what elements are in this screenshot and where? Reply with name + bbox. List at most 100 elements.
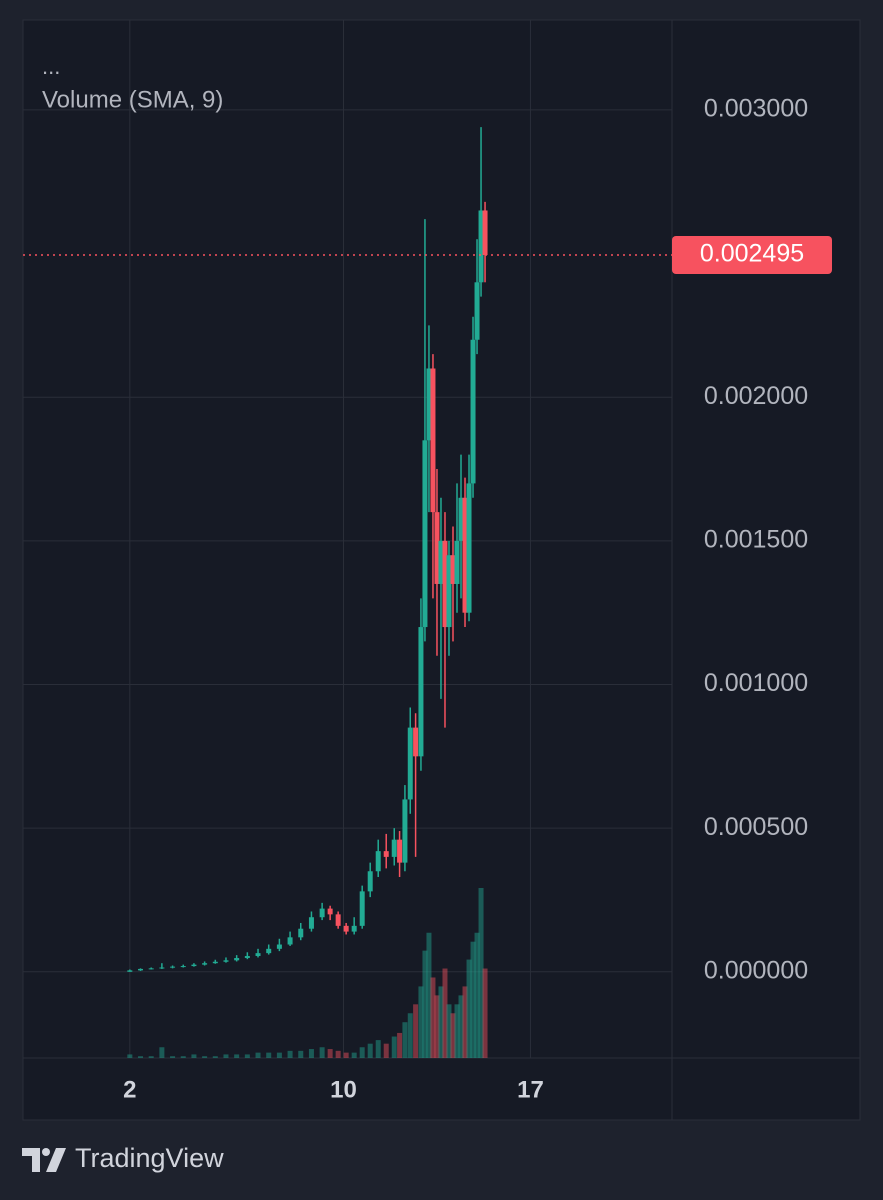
candle-body — [244, 956, 250, 959]
volume-bar — [319, 1047, 325, 1058]
candle-body — [127, 970, 133, 972]
candle-body — [266, 948, 272, 954]
candle-body — [255, 953, 261, 957]
volume-bar — [466, 959, 472, 1058]
candle-body — [402, 799, 408, 863]
candle-body — [474, 282, 480, 340]
last-price-tag — [672, 236, 832, 275]
x-tick-label: 2 — [123, 1076, 136, 1103]
volume-bar — [327, 1049, 333, 1058]
tradingview-logo — [22, 1148, 66, 1172]
candle-body — [327, 908, 333, 915]
x-tick-label: 17 — [517, 1076, 544, 1103]
candle-body — [276, 944, 282, 949]
y-tick-label: 0.001500 — [704, 525, 808, 553]
candle-body — [418, 627, 424, 757]
volume-bar — [391, 1036, 397, 1058]
candle-body — [466, 483, 472, 613]
candle-body — [434, 512, 440, 584]
volume-bar — [159, 1047, 165, 1058]
last-price-label: 0.002495 — [700, 240, 804, 268]
candle-body — [407, 727, 413, 800]
candle-body — [191, 964, 197, 967]
candle-body — [458, 497, 464, 541]
brand-name: TradingView — [75, 1143, 224, 1173]
candle-body — [426, 368, 432, 441]
volume-bar — [418, 986, 424, 1058]
volume-bar — [359, 1047, 365, 1058]
volume-bar — [351, 1052, 357, 1058]
candle-body — [367, 871, 373, 892]
volume-bar — [426, 932, 432, 1058]
volume-bar — [422, 950, 428, 1058]
candle-body — [454, 540, 460, 584]
volume-bar — [343, 1052, 349, 1058]
candle-body — [180, 966, 186, 968]
volume-bars — [127, 888, 488, 1058]
volume-bar — [454, 1004, 460, 1058]
x-tick-label: 10 — [330, 1076, 357, 1103]
volume-bar — [407, 1013, 413, 1058]
y-tick-label: 0.002000 — [704, 382, 808, 410]
candle-body — [478, 210, 484, 283]
candle-body — [470, 339, 476, 484]
logo-mark — [46, 1148, 66, 1172]
volume-bar — [191, 1054, 197, 1058]
candle-body — [391, 839, 397, 857]
candle-body — [422, 440, 428, 628]
candle-body — [413, 727, 419, 757]
candle-body — [359, 891, 365, 926]
candle-body — [170, 966, 176, 968]
axes: 0.000000 0.000500 0.001000 0.001500 0.002000… — [23, 95, 832, 1103]
candle-body — [234, 958, 240, 961]
candle-body — [462, 497, 468, 613]
volume-bar — [450, 1013, 456, 1058]
volume-bar — [470, 941, 476, 1058]
candle-body — [397, 839, 403, 863]
volume-bar — [383, 1043, 389, 1058]
volume-bar — [308, 1049, 314, 1058]
y-tick-label: 0.001000 — [704, 669, 808, 697]
candle-body — [308, 917, 314, 929]
volume-bar — [438, 986, 444, 1058]
volume-bar — [234, 1054, 240, 1058]
candle-body — [450, 555, 456, 584]
candle-body — [446, 555, 452, 628]
candle-body — [438, 540, 444, 584]
volume-bar — [446, 1004, 452, 1058]
candle-body — [212, 961, 218, 964]
volume-bar — [375, 1040, 381, 1058]
candle-body — [430, 368, 436, 513]
y-tick-label: 0.003000 — [704, 95, 808, 123]
volume-bar — [138, 1056, 144, 1058]
volume-bar — [266, 1052, 272, 1058]
volume-bar — [442, 968, 448, 1058]
menu-dots[interactable]: ... — [42, 54, 60, 79]
volume-bar — [482, 968, 488, 1058]
candles — [127, 127, 488, 972]
volume-bar — [170, 1056, 176, 1058]
volume-bar — [287, 1050, 293, 1058]
candle-body — [298, 928, 304, 938]
logo-dot — [42, 1148, 50, 1156]
grid — [23, 20, 672, 1058]
volume-bar — [402, 1022, 408, 1058]
candle-body — [223, 960, 229, 962]
candle-body — [482, 210, 488, 256]
volume-bar — [276, 1052, 282, 1058]
candle-body — [159, 967, 165, 969]
volume-bar — [462, 986, 468, 1058]
volume-bar — [367, 1043, 373, 1058]
volume-bar — [212, 1056, 218, 1058]
volume-bar — [180, 1056, 186, 1058]
volume-bar — [413, 1004, 419, 1058]
candle-body — [351, 925, 357, 932]
candle-body — [442, 540, 448, 628]
candle-body — [319, 908, 325, 918]
volume-bar — [298, 1050, 304, 1058]
volume-bar — [244, 1054, 250, 1058]
volume-bar — [255, 1052, 261, 1058]
volume-bar — [458, 995, 464, 1058]
candle-body — [138, 968, 144, 971]
